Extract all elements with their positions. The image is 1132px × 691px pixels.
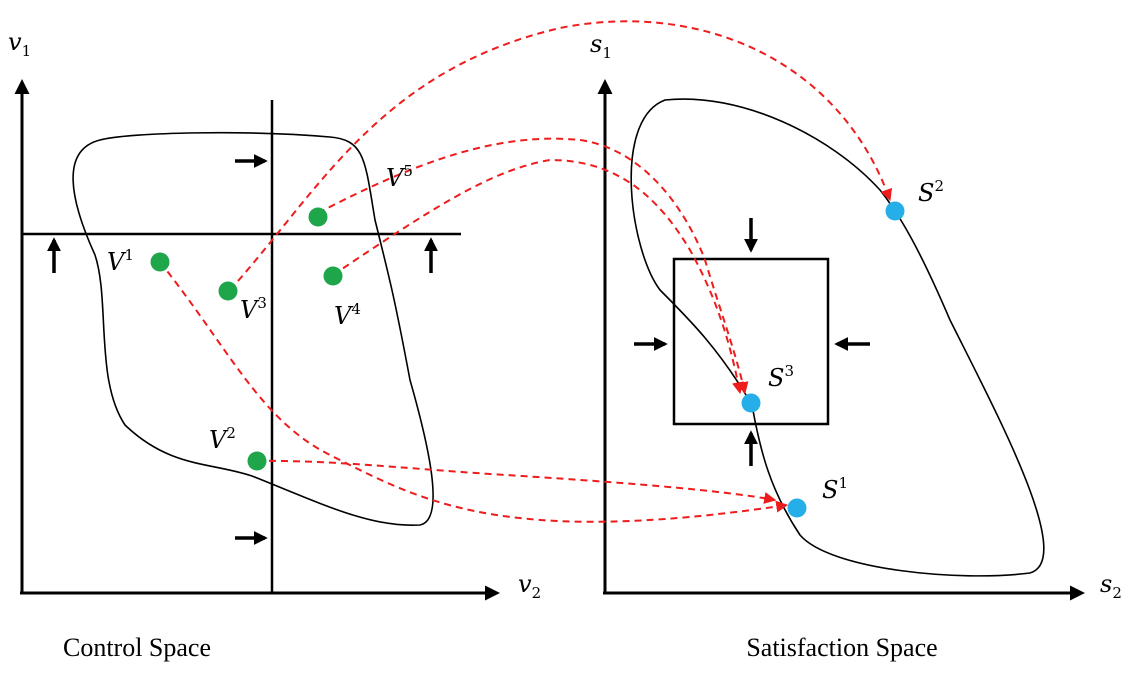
label-v1: V1 <box>107 246 134 276</box>
point-s2 <box>885 201 905 221</box>
point-v1 <box>150 252 170 272</box>
point-s1 <box>787 498 807 518</box>
mapping-arrow-v1-s1 <box>159 261 789 523</box>
point-v4 <box>323 266 343 286</box>
mapping-arrow-v5-s3 <box>317 137 749 395</box>
target-box <box>672 257 830 426</box>
label-s2: S2 <box>918 177 944 207</box>
label-v2: V2 <box>209 424 236 454</box>
satisfaction-space-caption: Satisfaction Space <box>746 633 937 662</box>
satisfaction-points: S1 S2 S3 <box>741 177 944 518</box>
mapping-arrow-v2-s1 <box>256 459 777 504</box>
s1-axis-label: s1 <box>590 30 612 62</box>
point-v2 <box>247 451 267 471</box>
mapping-arrow-v3-s2 <box>229 20 893 291</box>
control-space-panel: v1 v2 Control Space <box>8 28 541 662</box>
satisfaction-region-curve <box>630 98 1045 577</box>
v1-axis-label: v1 <box>8 28 31 60</box>
point-v3 <box>218 281 238 301</box>
control-region-curve <box>72 131 434 527</box>
control-space-caption: Control Space <box>63 633 211 662</box>
label-v3: V3 <box>240 294 267 324</box>
s2-axis-label: s2 <box>1100 570 1122 602</box>
point-v5 <box>308 207 328 227</box>
label-s3: S3 <box>768 362 794 392</box>
label-s1: S1 <box>822 474 848 504</box>
satisfaction-space-panel: s1 s2 Satisfaction Space <box>590 30 1122 662</box>
mapping-arrow-v4-s3 <box>332 158 744 395</box>
label-v5: V5 <box>386 162 413 192</box>
point-s3 <box>741 393 761 413</box>
label-v4: V4 <box>334 300 361 330</box>
v2-axis-label: v2 <box>518 570 541 602</box>
mapping-arrows <box>159 20 893 523</box>
control-points: V1 V2 V3 V4 V5 <box>107 162 413 471</box>
